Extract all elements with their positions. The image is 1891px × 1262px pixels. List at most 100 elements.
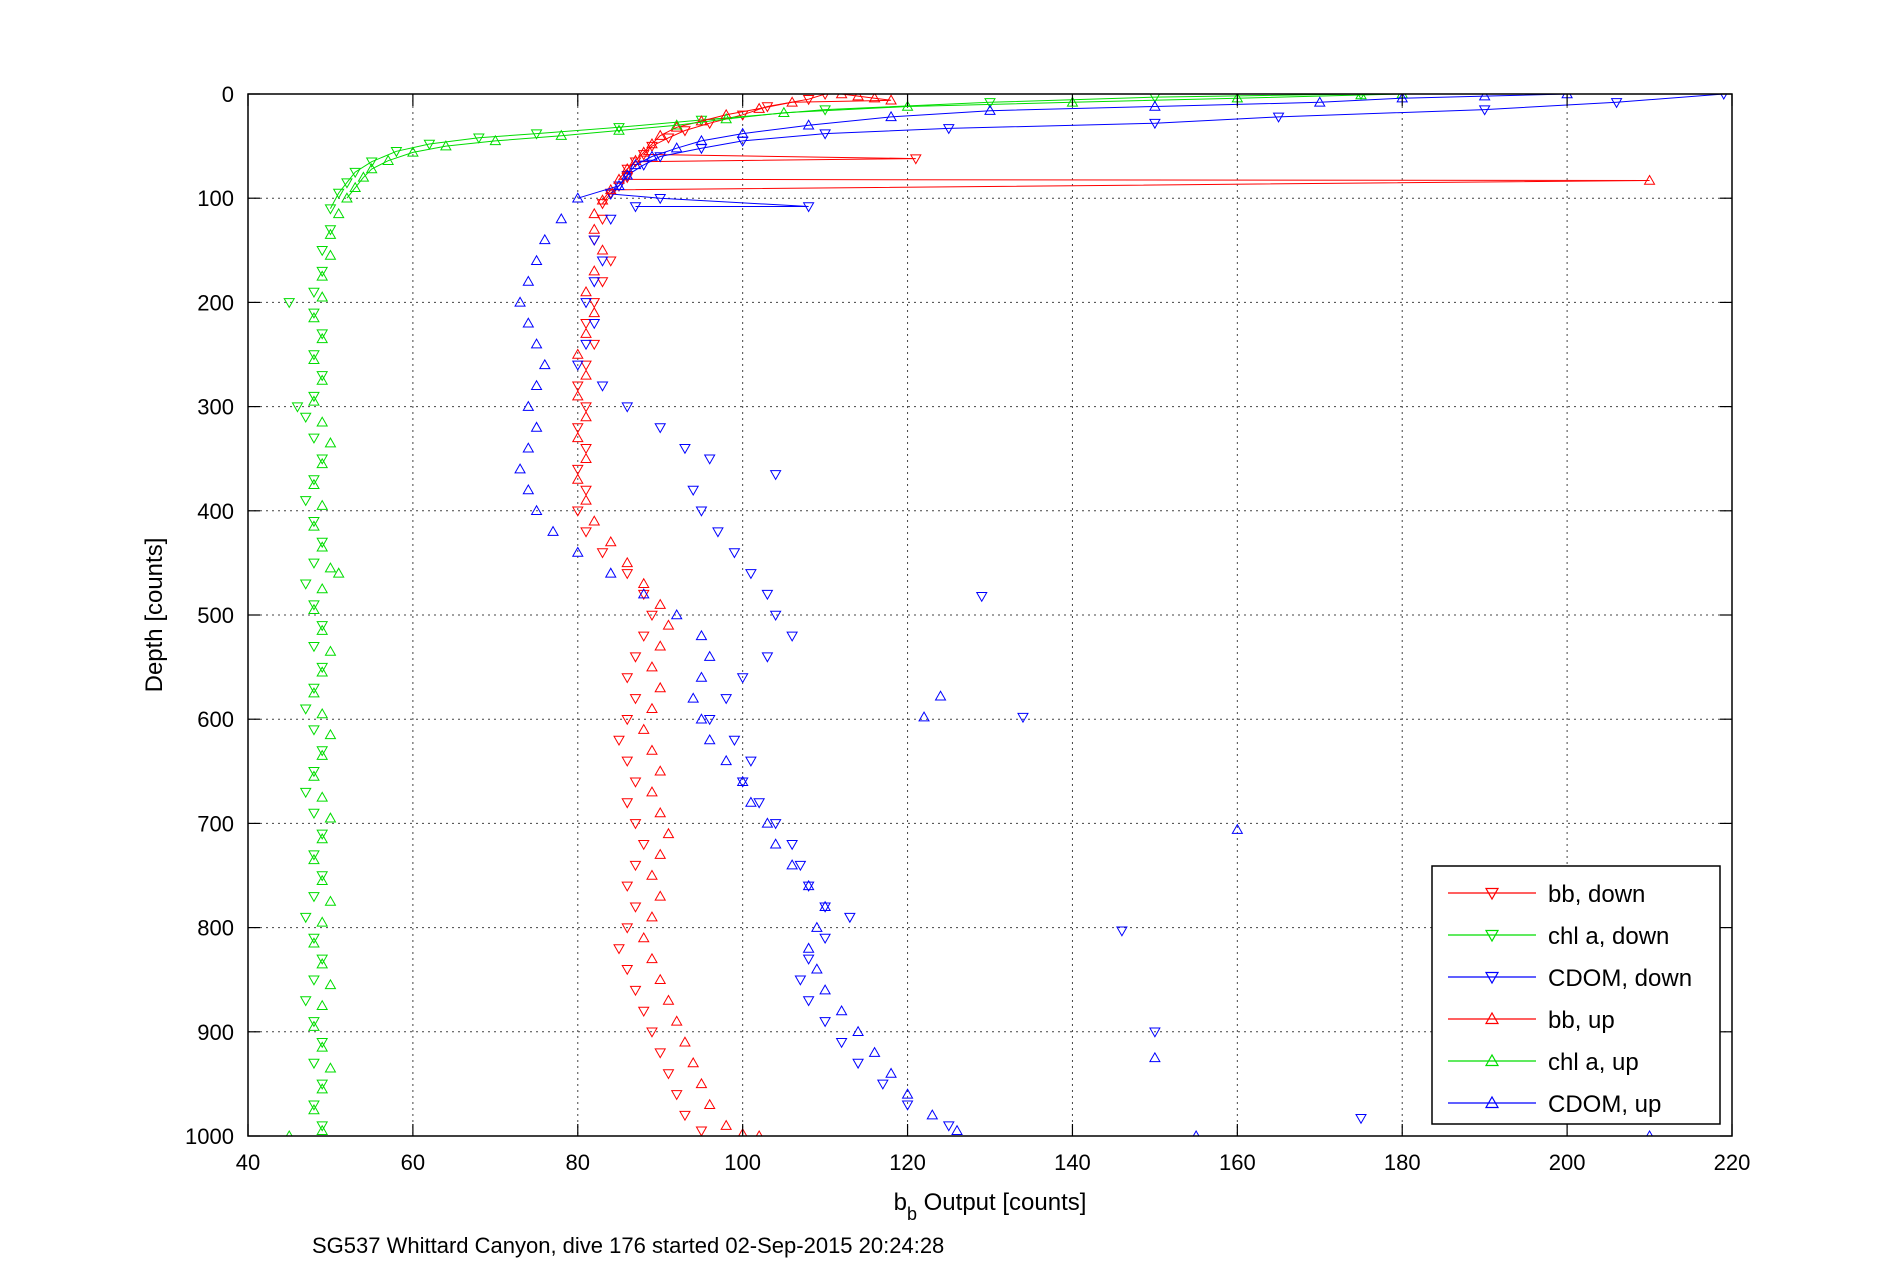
data-point <box>299 704 312 715</box>
data-point <box>621 164 634 176</box>
data-point <box>308 808 320 819</box>
y-tick-label: 900 <box>197 1020 234 1045</box>
data-point <box>308 937 320 948</box>
data-point <box>316 874 329 885</box>
data-point <box>819 129 831 140</box>
data-point <box>662 827 675 839</box>
data-point <box>654 129 667 140</box>
data-point <box>679 1036 691 1047</box>
data-point <box>802 202 815 213</box>
data-point <box>687 692 700 703</box>
data-point <box>604 214 617 226</box>
y-tick-label: 500 <box>197 603 234 628</box>
data-point <box>852 94 864 101</box>
data-point <box>646 610 658 622</box>
data-point <box>703 454 716 465</box>
data-point <box>629 860 642 872</box>
data-point <box>852 1025 864 1037</box>
data-point <box>662 133 675 144</box>
data-point <box>679 444 691 455</box>
data-point <box>802 942 815 953</box>
data-point <box>316 270 329 281</box>
series-line <box>577 94 1568 199</box>
data-point <box>637 839 650 851</box>
data-point <box>802 94 815 106</box>
data-point <box>637 631 650 642</box>
data-point <box>341 192 353 203</box>
series-layer <box>283 94 1728 1136</box>
data-point <box>365 163 378 174</box>
data-point <box>324 812 337 823</box>
y-tick-label: 0 <box>222 82 234 107</box>
data-point <box>588 277 601 288</box>
x-tick-label: 100 <box>724 1150 761 1175</box>
data-point <box>703 650 716 661</box>
data-point <box>299 787 312 799</box>
data-point <box>423 139 436 151</box>
y-tick-label: 700 <box>197 811 234 836</box>
data-point <box>942 124 955 135</box>
data-point <box>324 249 337 260</box>
data-point <box>761 652 774 663</box>
data-point <box>580 452 592 463</box>
data-point <box>646 744 658 755</box>
data-point <box>308 853 320 865</box>
data-point <box>324 978 337 990</box>
data-point <box>316 954 329 965</box>
data-point <box>662 994 675 1005</box>
data-point <box>637 1006 650 1017</box>
data-point <box>324 1062 337 1073</box>
data-point <box>695 1077 708 1089</box>
data-point <box>382 154 395 165</box>
data-point <box>736 673 749 684</box>
data-point <box>670 119 683 130</box>
axis-ticks: 40 60 80 100 120 140 160 180 200 220 0 100 200 300 400… <box>185 82 1750 1175</box>
data-point <box>390 147 403 158</box>
data-point <box>942 1121 955 1132</box>
data-point <box>308 287 320 298</box>
data-point <box>316 666 329 677</box>
data-point <box>629 157 642 168</box>
data-point <box>324 228 337 239</box>
series-line <box>609 94 1724 207</box>
data-point <box>703 714 716 726</box>
data-point <box>629 819 642 830</box>
data-point <box>1610 98 1623 109</box>
data-point <box>316 291 329 302</box>
data-point <box>811 963 823 974</box>
data-point <box>769 470 782 481</box>
data-point <box>703 1098 716 1109</box>
data-point <box>654 973 667 984</box>
data-point <box>308 975 320 986</box>
data-point <box>349 167 362 179</box>
data-point <box>738 1127 748 1136</box>
data-point <box>588 235 601 246</box>
data-point <box>332 188 345 199</box>
y-tick-label: 200 <box>197 290 234 315</box>
data-point <box>852 1058 864 1070</box>
legend-marker <box>1484 971 1500 985</box>
data-point <box>687 485 700 496</box>
data-point <box>571 192 584 203</box>
data-point <box>1478 105 1491 116</box>
data-point <box>349 181 362 193</box>
data-point <box>580 285 592 297</box>
data-point <box>769 838 782 849</box>
data-point <box>489 134 502 146</box>
data-point <box>580 527 592 538</box>
data-point <box>819 900 831 912</box>
data-point <box>621 798 634 809</box>
data-point <box>316 1124 329 1136</box>
data-point <box>654 890 667 901</box>
x-tick-label: 140 <box>1054 1150 1091 1175</box>
data-point <box>571 464 584 476</box>
y-tick-label: 100 <box>197 186 234 211</box>
data-point <box>662 1069 675 1080</box>
data-point <box>646 150 658 161</box>
data-point <box>604 567 617 578</box>
data-point <box>316 246 329 257</box>
data-point <box>522 317 535 328</box>
x-tick-label: 120 <box>889 1150 926 1175</box>
data-point <box>613 173 625 184</box>
data-point <box>695 134 708 146</box>
